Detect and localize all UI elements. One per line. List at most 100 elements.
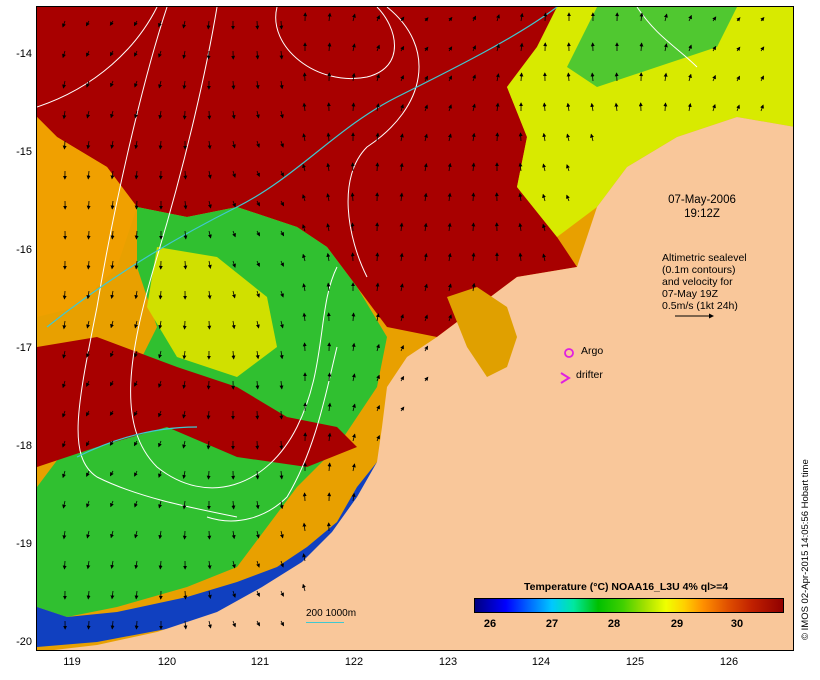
velocity-arrow <box>110 200 115 210</box>
velocity-arrow <box>566 164 570 172</box>
velocity-arrow <box>471 222 476 232</box>
legend-line: Altimetric sealevel <box>662 252 747 264</box>
velocity-arrow <box>399 192 404 202</box>
velocity-arrow <box>86 530 91 539</box>
velocity-arrow <box>424 17 429 22</box>
velocity-arrow <box>182 350 187 360</box>
velocity-arrow <box>231 140 236 149</box>
velocity-arrow <box>280 170 284 177</box>
argo-marker <box>564 348 574 358</box>
velocity-arrow <box>375 282 380 292</box>
velocity-arrow <box>231 110 236 120</box>
x-tick: 124 <box>531 656 551 668</box>
velocity-arrow <box>86 20 90 27</box>
velocity-arrow <box>158 320 163 330</box>
velocity-arrow <box>182 50 187 59</box>
velocity-arrow <box>614 102 619 112</box>
velocity-arrow <box>542 193 546 202</box>
velocity-arrow <box>206 50 211 60</box>
velocity-arrow <box>256 260 260 267</box>
velocity-arrow <box>110 230 115 240</box>
velocity-arrow <box>302 102 307 112</box>
velocity-arrow <box>256 620 260 627</box>
velocity-arrow <box>496 43 500 52</box>
y-tick: -15 <box>16 146 32 158</box>
velocity-arrow <box>375 132 380 142</box>
velocity-arrow <box>400 406 405 412</box>
velocity-arrow <box>495 73 500 82</box>
velocity-arrow <box>62 470 66 479</box>
velocity-arrow <box>62 50 66 59</box>
velocity-arrow <box>256 230 260 237</box>
velocity-arrow <box>302 133 307 142</box>
velocity-arrow <box>183 200 188 210</box>
drifter-label: drifter <box>576 369 603 381</box>
velocity-arrow <box>110 110 114 119</box>
velocity-arrow <box>86 590 91 600</box>
velocity-arrow <box>110 170 115 180</box>
velocity-arrow <box>110 470 114 477</box>
velocity-arrow <box>134 380 138 387</box>
velocity-arrow <box>134 560 139 570</box>
velocity-arrow <box>62 290 67 300</box>
velocity-arrow <box>110 50 114 57</box>
velocity-arrow <box>423 163 428 172</box>
y-tick: -20 <box>16 636 32 648</box>
y-tick: -19 <box>16 538 32 550</box>
velocity-arrow <box>471 252 476 262</box>
velocity-arrow <box>207 590 212 599</box>
velocity-arrow <box>639 12 644 22</box>
velocity-arrow <box>231 320 236 330</box>
velocity-arrow <box>133 20 138 27</box>
velocity-arrow <box>566 194 570 202</box>
velocity-arrow <box>279 530 284 539</box>
velocity-arrow <box>566 72 571 82</box>
velocity-arrow <box>182 20 187 29</box>
velocity-arrow <box>448 75 452 82</box>
velocity-arrow <box>158 290 163 300</box>
velocity-arrow <box>376 44 380 52</box>
velocity-arrow <box>302 194 306 202</box>
velocity-arrow <box>424 314 428 322</box>
colorbar-gradient <box>474 598 784 613</box>
velocity-arrow <box>86 260 91 270</box>
velocity-arrow <box>472 15 476 22</box>
velocity-arrow <box>182 410 187 419</box>
velocity-arrow <box>231 80 236 90</box>
velocity-arrow <box>279 20 284 30</box>
velocity-arrow <box>62 80 67 89</box>
velocity-arrow <box>255 50 260 60</box>
velocity-arrow <box>327 12 332 22</box>
velocity-arrow <box>256 170 260 177</box>
velocity-arrow <box>350 192 355 202</box>
velocity-arrow <box>351 463 356 472</box>
colorbar: Temperature (°C) NOAA16_L3U 4% ql>=4 26 … <box>474 581 784 634</box>
velocity-arrow <box>424 133 428 142</box>
velocity-arrow <box>688 14 692 22</box>
velocity-arrow <box>400 16 405 22</box>
velocity-arrow <box>86 110 91 119</box>
velocity-arrow <box>639 42 644 52</box>
velocity-arrow <box>326 193 331 202</box>
isobath-scale: 200 1000m <box>306 608 366 628</box>
velocity-arrow <box>207 560 212 570</box>
velocity-arrow <box>158 110 163 120</box>
velocity-arrow <box>326 223 331 232</box>
altimetry-legend: Altimetric sealevel (0.1m contours) and … <box>662 252 747 312</box>
x-tick: 123 <box>438 656 458 668</box>
velocity-arrow <box>134 290 139 300</box>
velocity-arrow <box>352 13 356 22</box>
velocity-arrow <box>471 282 476 292</box>
velocity-arrow <box>182 440 187 449</box>
velocity-arrow <box>207 140 212 150</box>
colorbar-tick: 28 <box>607 618 621 630</box>
velocity-arrow <box>447 252 452 262</box>
velocity-arrow <box>471 103 476 112</box>
velocity-arrow <box>542 163 547 172</box>
velocity-arrow <box>134 50 138 57</box>
velocity-arrow <box>207 260 212 269</box>
colorbar-tick: 26 <box>483 618 497 630</box>
velocity-arrow <box>134 230 139 240</box>
velocity-arrow <box>447 133 452 142</box>
velocity-arrow <box>302 253 306 262</box>
